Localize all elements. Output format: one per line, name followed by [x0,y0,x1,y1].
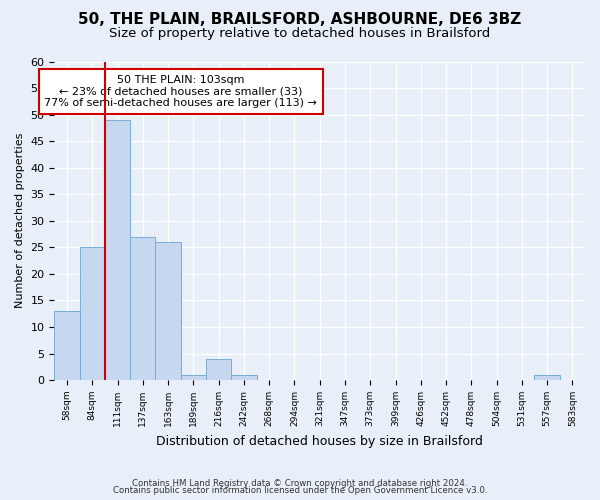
Bar [206,359,231,380]
Bar [130,236,155,380]
Bar [80,248,105,380]
Bar [231,375,257,380]
Bar [55,311,80,380]
Bar [155,242,181,380]
Bar [105,120,130,380]
Bar [535,375,560,380]
Text: 50 THE PLAIN: 103sqm
← 23% of detached houses are smaller (33)
77% of semi-detac: 50 THE PLAIN: 103sqm ← 23% of detached h… [44,75,317,108]
Y-axis label: Number of detached properties: Number of detached properties [15,133,25,308]
X-axis label: Distribution of detached houses by size in Brailsford: Distribution of detached houses by size … [156,434,483,448]
Bar [181,375,206,380]
Text: 50, THE PLAIN, BRAILSFORD, ASHBOURNE, DE6 3BZ: 50, THE PLAIN, BRAILSFORD, ASHBOURNE, DE… [79,12,521,28]
Text: Contains public sector information licensed under the Open Government Licence v3: Contains public sector information licen… [113,486,487,495]
Text: Contains HM Land Registry data © Crown copyright and database right 2024.: Contains HM Land Registry data © Crown c… [132,478,468,488]
Text: Size of property relative to detached houses in Brailsford: Size of property relative to detached ho… [109,28,491,40]
